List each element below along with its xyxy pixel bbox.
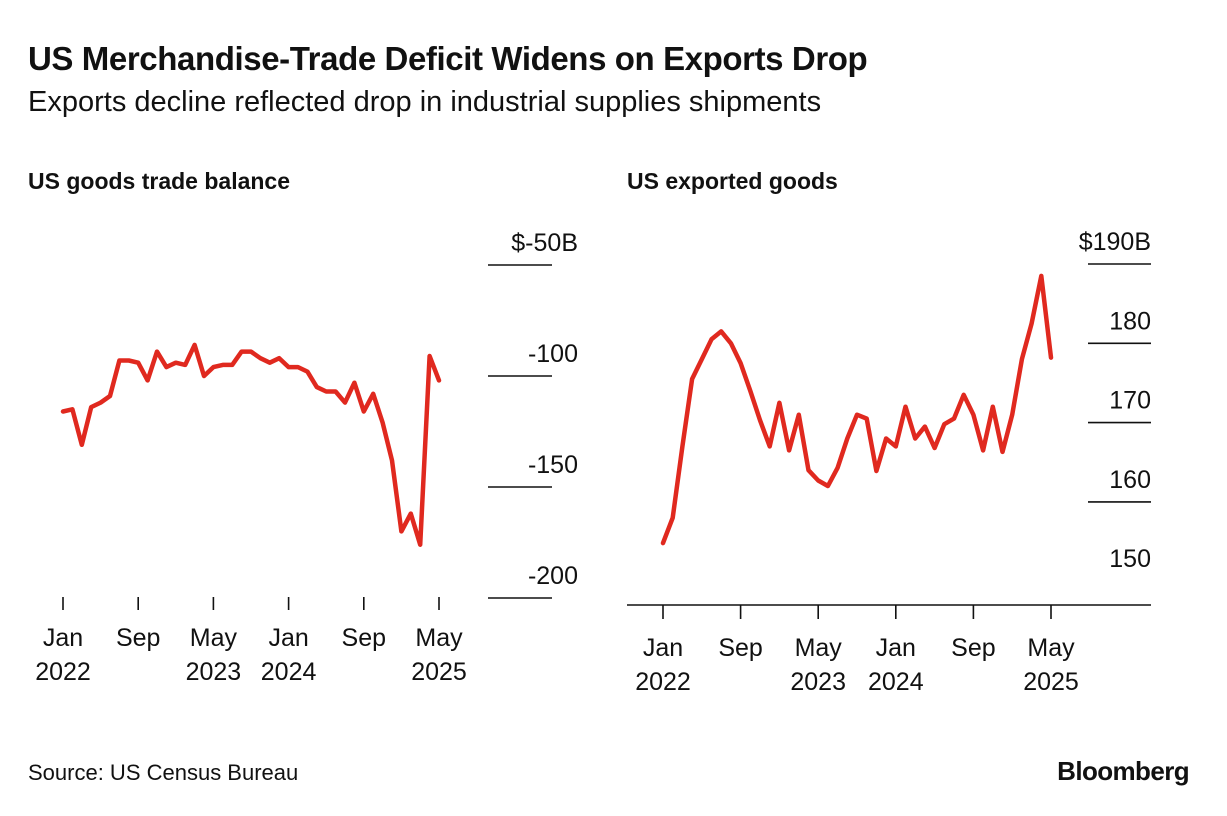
exports-data-point [1000,450,1004,454]
balance-x-tick-year: 2022 [35,658,91,686]
exports-data-point [884,436,888,440]
exports-data-point [806,468,810,472]
exports-data-point [855,412,859,416]
exports-x-tick-label: Sep [951,634,995,662]
exports-data-point [952,416,956,420]
exports-data-point [913,436,917,440]
balance-y-tick-label: -100 [528,340,578,368]
exports-data-point [1029,321,1033,325]
balance-series-line [60,342,442,547]
balance-x-tick-label: Jan [268,624,308,652]
right-panel-title: US exported goods [627,168,838,194]
exports-series-line [660,273,1054,546]
balance-x-tick-year: 2025 [411,658,467,686]
exports-data-point [690,377,694,381]
exports-y-tick-label: 180 [1109,307,1151,335]
exports-y-tick-label: 160 [1109,466,1151,494]
exports-y-tick-label: 150 [1109,545,1151,573]
chart-subtitle: Exports decline reflected drop in indust… [28,86,822,118]
exports-data-point [903,405,907,409]
exports-x-tick-year: 2024 [868,668,924,696]
exports-data-point [719,329,723,333]
exports-x-tick-label: May [795,634,843,662]
balance-x-tick-label: May [415,624,463,652]
balance-x-tick-label: May [190,624,238,652]
balance-x-tick-label: Sep [342,624,386,652]
exports-data-point [962,393,966,397]
balance-x-tick-label: Jan [43,624,83,652]
balance-x-tick-year: 2023 [186,658,242,686]
exports-y-tick-label: $190B [1079,228,1151,256]
balance-y-tick-label: $-50B [511,229,578,257]
exports-data-point [797,412,801,416]
exports-x-tick-label: Jan [643,634,683,662]
exports-data-point [768,444,772,448]
exports-data-point [874,469,878,473]
balance-x-tick-label: Sep [116,624,160,652]
exports-data-point [942,422,946,426]
balance-x-tick-year: 2024 [261,658,317,686]
exports-data-point [680,444,684,448]
exports-data-point [787,448,791,452]
exports-data-point [758,418,762,422]
exports-data-point [671,516,675,520]
exports-data-point [738,361,742,365]
exports-data-point [777,401,781,405]
bloomberg-logo: Bloomberg [1057,756,1189,786]
exports-data-point [981,448,985,452]
exports-data-point [729,341,733,345]
exports-data-point [923,424,927,428]
balance-y-tick-label: -150 [528,451,578,479]
exports-x-tick-year: 2023 [790,668,846,696]
exports-data-point [816,478,820,482]
exports-y-tick-label: 170 [1109,387,1151,415]
exports-data-point [865,416,869,420]
exports-data-point [700,357,704,361]
exports-data-point [894,444,898,448]
exports-data-point [845,436,849,440]
exports-data-point [1020,357,1024,361]
exports-data-point [1010,412,1014,416]
exports-data-point [748,389,752,393]
chart-title: US Merchandise-Trade Deficit Widens on E… [28,40,868,77]
balance-y-tick-label: -200 [528,562,578,590]
exports-data-point [835,466,839,470]
exports-x-tick-label: May [1027,634,1075,662]
exports-x-tick-year: 2022 [635,668,691,696]
exports-x-tick-label: Sep [718,634,762,662]
exports-data-point [826,484,830,488]
source-note: Source: US Census Bureau [28,760,299,785]
exports-data-point [661,541,665,545]
exports-data-point [1049,355,1053,359]
exports-data-point [1039,274,1043,278]
exports-data-point [991,405,995,409]
exports-data-point [971,412,975,416]
exports-x-tick-label: Jan [876,634,916,662]
exports-data-point [709,337,713,341]
left-panel-title: US goods trade balance [28,168,291,194]
exports-x-tick-year: 2025 [1023,668,1079,696]
exports-data-point [932,446,936,450]
